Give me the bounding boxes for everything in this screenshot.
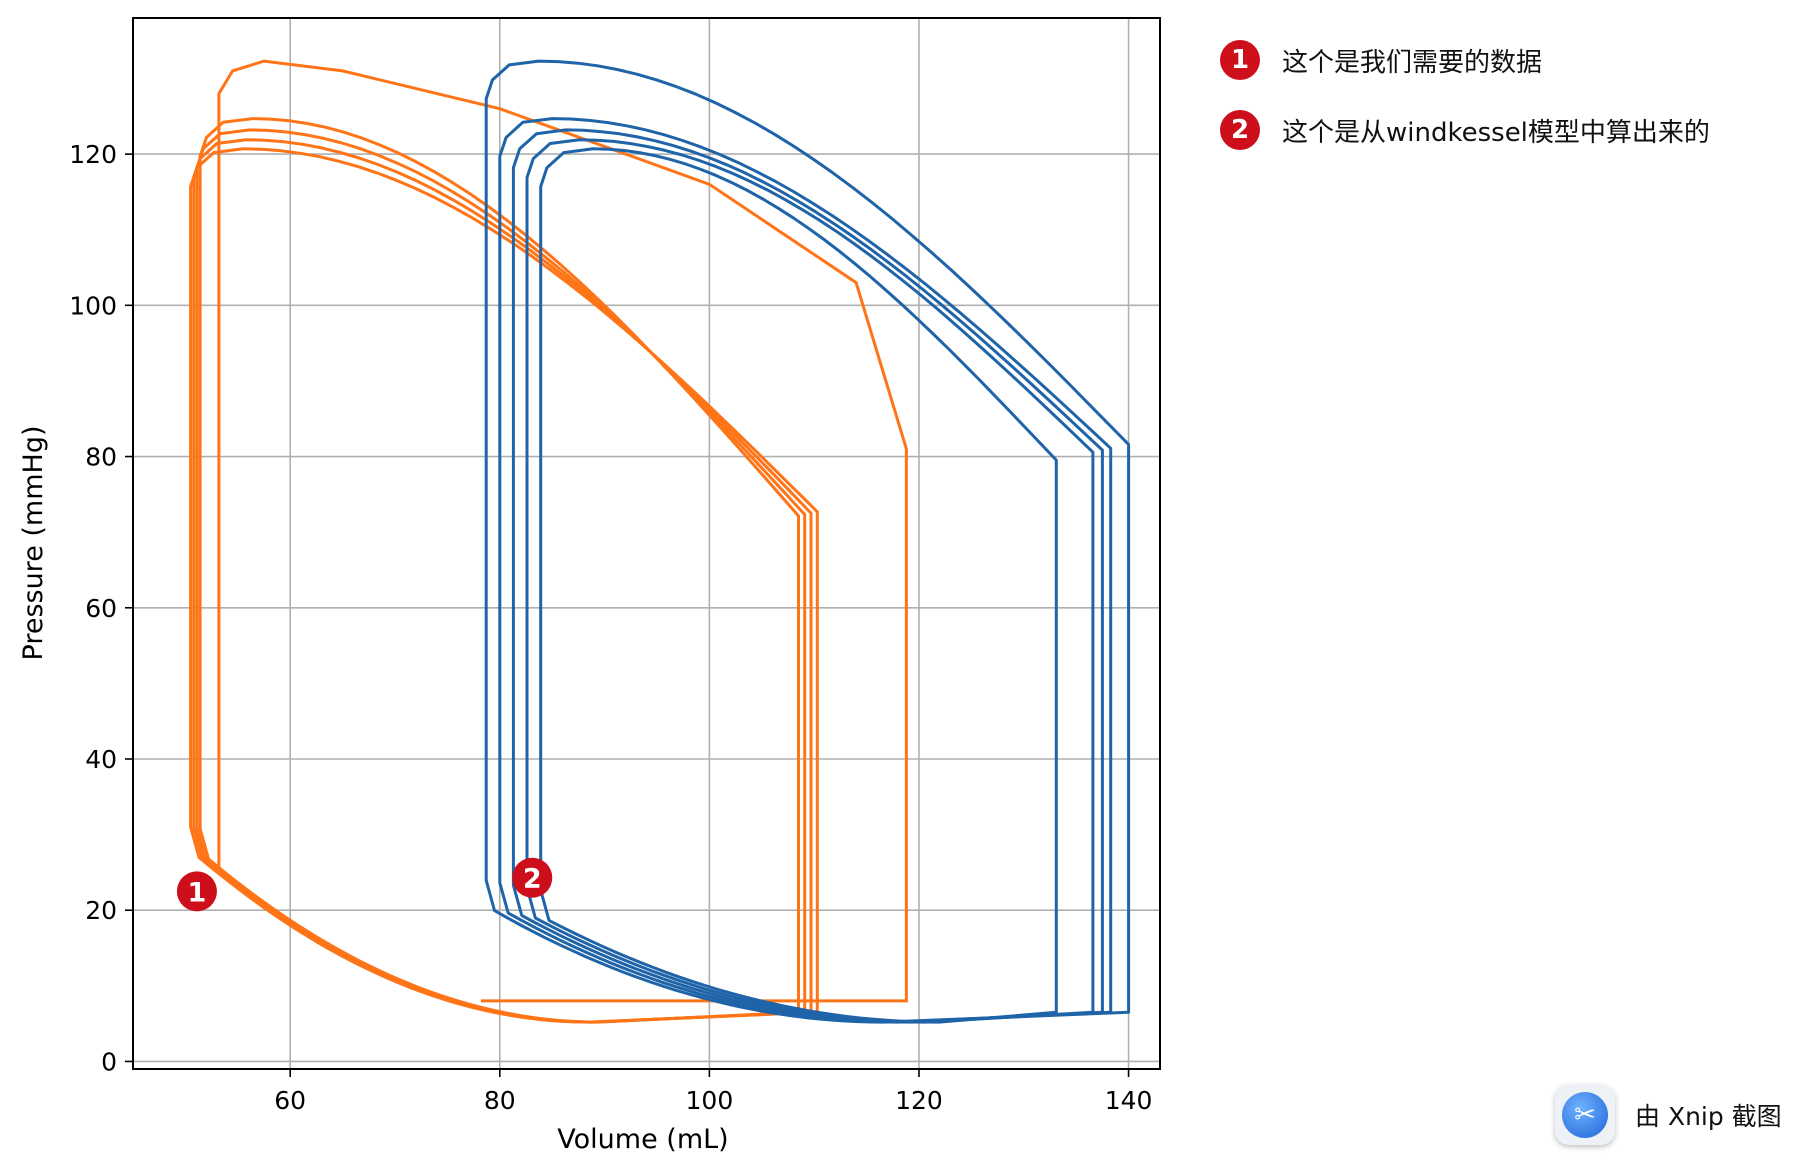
annotation-marker-2 xyxy=(512,857,553,898)
y-tick-label: 40 xyxy=(85,745,117,774)
x-axis-ticks: 60 80 100 120 140 xyxy=(274,1069,1152,1115)
annotation-label-2: 2 xyxy=(523,864,542,895)
xnip-watermark: ✂ 由 Xnip 截图 xyxy=(1555,1085,1782,1145)
note-badge-1: 1 xyxy=(1220,40,1260,80)
y-axis-ticks: 0 20 40 60 80 100 120 xyxy=(69,140,133,1076)
x-tick-label: 120 xyxy=(895,1086,943,1115)
note-2: 2 这个是从windkessel模型中算出来的 xyxy=(1220,110,1710,150)
series-1-loop xyxy=(198,117,800,1024)
note-text-2: 这个是从windkessel模型中算出来的 xyxy=(1282,117,1710,148)
annotation-marker-1 xyxy=(176,871,217,912)
annotation-label-1: 1 xyxy=(188,877,207,908)
series-1-loop xyxy=(189,147,819,1024)
watermark-text: 由 Xnip 截图 xyxy=(1635,1102,1782,1131)
note-1: 1 这个是我们需要的数据 xyxy=(1220,40,1542,80)
x-tick-label: 140 xyxy=(1105,1086,1153,1115)
series-group xyxy=(189,59,1131,1024)
y-tick-label: 120 xyxy=(69,140,117,169)
series-2-loop xyxy=(511,128,1104,1024)
x-axis-label: Volume (mL) xyxy=(557,1124,728,1155)
grid-lines xyxy=(133,18,1160,1069)
x-tick-label: 100 xyxy=(686,1086,734,1115)
series-2-loop xyxy=(525,138,1095,1024)
y-tick-label: 0 xyxy=(101,1047,117,1076)
y-tick-label: 100 xyxy=(69,291,117,320)
y-tick-label: 20 xyxy=(85,896,117,925)
plot-frame xyxy=(132,17,1161,1070)
y-tick-label: 80 xyxy=(85,443,117,472)
series-1-first-cycle xyxy=(217,59,908,1003)
y-axis-label: Pressure (mmHg) xyxy=(18,426,49,661)
note-badge-2: 2 xyxy=(1220,110,1260,150)
xnip-scissors-icon: ✂ xyxy=(1555,1085,1615,1145)
series-2-loop xyxy=(484,59,1131,1024)
series-2-loop xyxy=(539,147,1058,1024)
x-tick-label: 60 xyxy=(274,1086,306,1115)
series-2-loop xyxy=(498,117,1113,1024)
y-tick-label: 60 xyxy=(85,594,117,623)
note-text-1: 这个是我们需要的数据 xyxy=(1282,47,1543,78)
x-tick-label: 80 xyxy=(484,1086,516,1115)
